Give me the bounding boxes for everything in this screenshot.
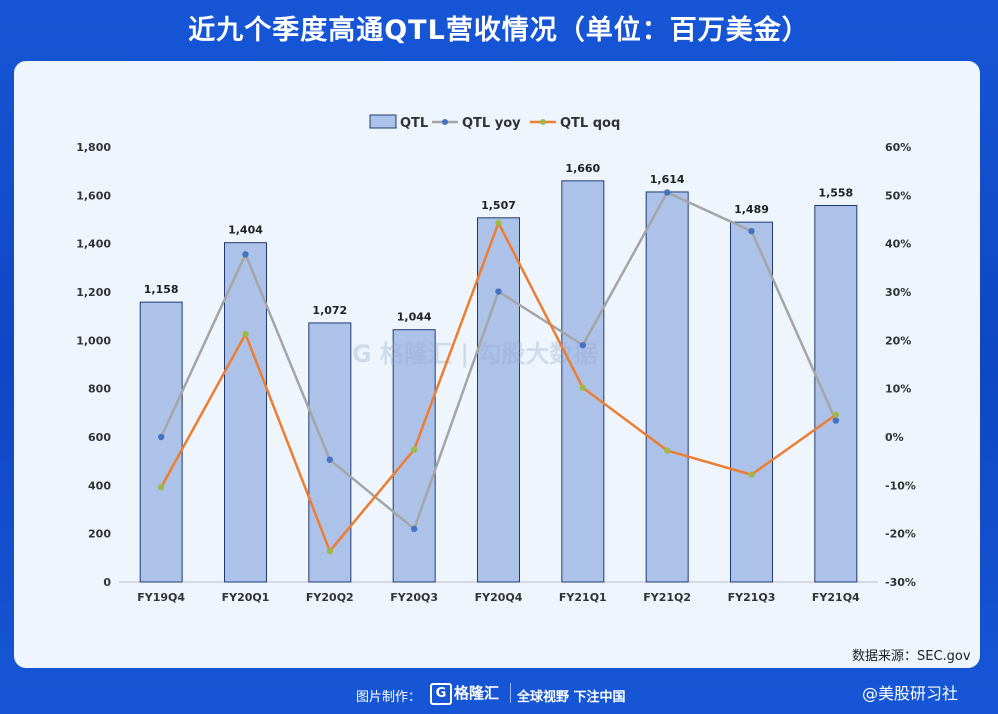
yoy-point <box>832 417 840 424</box>
bar <box>308 322 352 583</box>
y-left-tick-label: 800 <box>88 383 111 396</box>
brand-name: 格隆汇 <box>454 684 500 702</box>
y-right-tick-label: 50% <box>885 189 911 202</box>
bar <box>477 217 520 583</box>
x-tick-label: FY21Q3 <box>728 591 776 604</box>
qoq-point <box>495 219 502 227</box>
y-right-tick-label: 60% <box>885 141 911 154</box>
yoy-point <box>495 288 502 295</box>
y-left-tick-label: 1,800 <box>76 141 111 154</box>
bar-data-label: 1,404 <box>228 224 263 237</box>
bar <box>645 191 689 583</box>
bar-data-label: 1,044 <box>397 311 432 324</box>
qoq-point <box>410 446 418 453</box>
y-left-tick-label: 200 <box>88 528 111 541</box>
legend-label-qoq: QTL qoq <box>560 116 620 131</box>
bar-data-label: 1,158 <box>144 283 179 296</box>
y-right-tick-label: 40% <box>885 238 911 251</box>
bar <box>139 301 183 583</box>
x-tick-label: FY20Q1 <box>222 591 270 604</box>
qoq-point <box>242 330 249 338</box>
bar <box>814 204 858 583</box>
source-note: 数据来源：SEC.gov <box>852 649 971 664</box>
legend-swatch-qtl <box>369 114 397 129</box>
legend-marker-qoq <box>540 119 546 125</box>
qoq-point <box>326 547 334 555</box>
qoq-point <box>832 411 840 418</box>
yoy-point <box>579 341 587 349</box>
x-tick-label: FY20Q4 <box>475 591 523 604</box>
bar <box>561 180 605 583</box>
yoy-point <box>663 189 671 196</box>
brand-logo: G 格隆汇 <box>430 682 500 705</box>
yoy-point <box>157 433 165 441</box>
y-right-tick-label: -20% <box>885 528 916 541</box>
y-right-tick-label: -30% <box>885 576 916 589</box>
footer-divider <box>510 683 511 703</box>
y-right-tick-label: -10% <box>885 479 916 492</box>
bar-data-label: 1,660 <box>565 162 600 175</box>
legend-label-qtl: QTL <box>400 116 428 131</box>
footer-credit: @美股研习社 <box>862 684 959 703</box>
bar <box>224 242 267 583</box>
bar-data-label: 1,489 <box>734 203 769 216</box>
qoq-point <box>748 471 755 478</box>
y-right-tick-label: 10% <box>885 383 911 396</box>
yoy-point <box>748 227 755 235</box>
qoq-point <box>663 447 671 454</box>
y-right-tick-label: 30% <box>885 286 911 299</box>
y-left-tick-label: 600 <box>88 431 111 444</box>
watermark-brand: G 格隆汇 | 勾股大数据 <box>352 340 598 368</box>
bar-data-label: 1,614 <box>650 173 685 186</box>
y-left-tick-label: 1,000 <box>76 334 111 347</box>
y-left-tick-label: 400 <box>88 479 111 492</box>
x-tick-label: FY21Q4 <box>812 591 860 604</box>
bar-data-label: 1,558 <box>818 186 853 199</box>
y-left-tick-label: 1,400 <box>76 238 111 251</box>
x-tick-label: FY21Q2 <box>643 591 691 604</box>
y-right-tick-label: 20% <box>885 334 911 347</box>
yoy-point <box>410 525 418 533</box>
y-right-tick-label: 0% <box>885 431 904 444</box>
legend-marker-yoy <box>442 119 448 125</box>
yoy-point <box>326 456 334 463</box>
yoy-point <box>242 251 249 258</box>
bar-data-label: 1,507 <box>481 199 516 212</box>
x-tick-label: FY20Q3 <box>390 591 438 604</box>
bar <box>392 329 436 583</box>
x-tick-label: FY20Q2 <box>306 591 354 604</box>
bar-data-label: 1,072 <box>312 304 347 317</box>
legend-label-yoy: QTL yoy <box>462 116 521 131</box>
y-left-tick-label: 1,600 <box>76 189 111 202</box>
footer-slogan: 全球视野 下注中国 <box>517 690 626 705</box>
x-tick-label: FY19Q4 <box>137 591 185 604</box>
x-tick-label: FY21Q1 <box>559 591 607 604</box>
footer-made-by: 图片制作： <box>356 690 422 705</box>
brand-g-icon: G <box>430 682 452 705</box>
y-left-tick-label: 0 <box>103 576 111 589</box>
bar <box>730 221 773 583</box>
qoq-point <box>579 384 587 391</box>
y-left-tick-label: 1,200 <box>76 286 111 299</box>
qoq-point <box>157 484 165 491</box>
page-title: 近九个季度高通QTL营收情况（单位：百万美金） <box>188 15 810 46</box>
